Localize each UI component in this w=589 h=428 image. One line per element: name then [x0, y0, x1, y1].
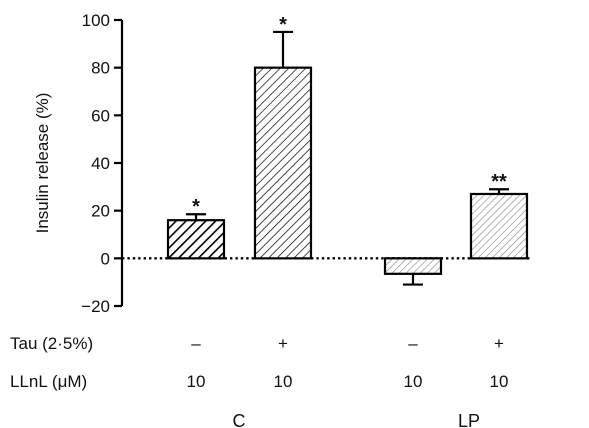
bar — [168, 220, 224, 258]
bar — [255, 68, 311, 259]
y-tick-label: −20 — [81, 297, 110, 316]
y-tick-label: 60 — [91, 106, 110, 125]
y-tick-label: 40 — [91, 154, 110, 173]
tau-value: + — [278, 334, 288, 353]
tau-row-label: Tau (2·5%) — [10, 334, 93, 353]
y-tick-label: 100 — [82, 11, 110, 30]
tau-value: – — [191, 334, 201, 353]
llnl-value: 10 — [187, 372, 206, 391]
llnl-row-label: LLnL (μM) — [10, 372, 87, 391]
y-tick-label: 80 — [91, 59, 110, 78]
bar — [385, 258, 441, 273]
group-label-c: C — [233, 411, 246, 428]
llnl-value: 10 — [490, 372, 509, 391]
significance-marker: * — [192, 196, 200, 218]
bars-layer: **** — [168, 14, 527, 285]
y-tick-label: 0 — [101, 249, 110, 268]
tau-value: + — [494, 334, 504, 353]
llnl-value: 10 — [404, 372, 423, 391]
llnl-value: 10 — [274, 372, 293, 391]
significance-marker: * — [279, 14, 287, 36]
significance-marker: ** — [491, 171, 507, 193]
row-cells: – 10 +10 – 10 +10 — [187, 334, 509, 391]
tau-value: – — [408, 334, 418, 353]
y-tick-label: 20 — [91, 202, 110, 221]
y-axis-ticks: −20 0 20 40 60 80 100 — [81, 11, 122, 316]
group-label-lp: LP — [458, 411, 480, 428]
y-axis-title: Insulin release (%) — [33, 93, 52, 234]
bar — [471, 194, 527, 258]
